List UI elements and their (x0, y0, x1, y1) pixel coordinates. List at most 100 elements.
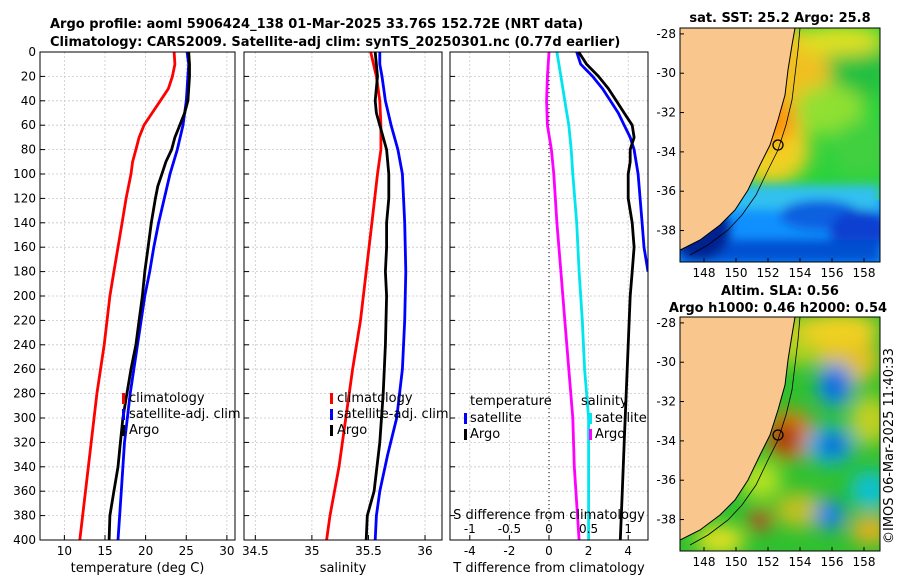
series-argo (107, 52, 191, 540)
depth-tick-label: 20 (21, 69, 36, 83)
depth-tick-label: 360 (13, 484, 36, 498)
x-tick-label: -2 (503, 544, 515, 558)
secondary-axis-label: S difference from climatology (453, 508, 645, 523)
legend-swatch (330, 409, 333, 420)
x-tick-label: -4 (464, 544, 476, 558)
depth-tick-label: 260 (13, 362, 36, 376)
sla-map-title-line1: Altim. SLA: 0.56 (721, 284, 839, 299)
depth-tick-label: 120 (13, 191, 36, 205)
timestamp-stamp: ©IMOS 06-Mar-2025 11:40:33 (882, 348, 897, 544)
depth-tick-label: 320 (13, 435, 36, 449)
map-lat-tick: -30 (656, 66, 676, 80)
map-lat-tick: -28 (656, 27, 676, 41)
legend-label: Argo (470, 427, 500, 442)
sst-map-title: sat. SST: 25.2 Argo: 25.8 (689, 11, 870, 26)
depth-tick-label: 300 (13, 411, 36, 425)
x-tick-label: 35.5 (355, 544, 382, 558)
depth-tick-label: 100 (13, 167, 36, 181)
map-lon-tick: 154 (789, 555, 812, 569)
legend-swatch (122, 425, 125, 436)
legend-salinity-title: salinity (581, 394, 628, 409)
depth-tick-label: 380 (13, 509, 36, 523)
temperature-panel: 10 15 20 25 30020406080100120140160180200220… (13, 45, 241, 576)
map-lon-tick: 158 (853, 266, 876, 280)
difference-panel: -4 -2 0 2 4 T difference from climatology temp… (449, 51, 649, 576)
map-lat-tick: -34 (656, 434, 676, 448)
legend-swatch (330, 393, 333, 404)
x-tick-label: 36 (417, 544, 432, 558)
legend-swatch (122, 393, 125, 404)
secondary-tick-label: 0 (545, 522, 553, 536)
x-tick-label: 35 (304, 544, 319, 558)
series-s-argo (545, 52, 581, 540)
x-tick-label: 2 (585, 544, 593, 558)
map-lon-tick: 152 (757, 266, 780, 280)
series-climatology (325, 52, 383, 540)
depth-tick-label: 160 (13, 240, 36, 254)
x-tick-label: 25 (179, 544, 194, 558)
series-climatology (78, 52, 177, 540)
map-lon-tick: 148 (693, 555, 716, 569)
depth-tick-label: 340 (13, 460, 36, 474)
legend-label: Argo (595, 427, 625, 442)
title-line1: Argo profile: aoml 5906424_138 01-Mar-20… (50, 17, 583, 32)
secondary-tick-label: 0.5 (579, 522, 598, 536)
legend-temperature-title: temperature (470, 394, 552, 409)
legend-label: satellite-adj. clim (129, 407, 241, 422)
sla-argo-marker (772, 429, 784, 441)
series-s-satellite (555, 52, 590, 540)
map-lon-tick: 158 (853, 555, 876, 569)
depth-tick-label: 400 (13, 533, 36, 547)
legend-label: satellite (470, 411, 522, 426)
x-tick-label: 10 (57, 544, 72, 558)
x-axis-label: temperature (deg C) (71, 561, 205, 576)
depth-tick-label: 220 (13, 313, 36, 327)
legend-swatch (464, 413, 467, 424)
sla-map: Altim. SLA: 0.56 Argo h1000: 0.46 h2000:… (656, 284, 887, 569)
x-tick-label: 0 (545, 544, 553, 558)
series-t-satellite (575, 52, 648, 272)
x-tick-label: 30 (219, 544, 234, 558)
legend-label: Argo (337, 423, 367, 438)
x-tick-label: 20 (138, 544, 153, 558)
x-tick-label: 4 (624, 544, 632, 558)
depth-tick-label: 40 (21, 94, 36, 108)
x-tick-label: 34.5 (242, 544, 269, 558)
map-lon-tick: 150 (725, 266, 748, 280)
depth-tick-label: 280 (13, 387, 36, 401)
sst-map: sat. SST: 25.2 Argo: 25.8 (656, 11, 881, 280)
depth-tick-label: 240 (13, 338, 36, 352)
map-lon-tick: 150 (725, 555, 748, 569)
depth-tick-label: 80 (21, 143, 36, 157)
sst-argo-marker (772, 139, 784, 151)
series-satellite-adj-clim (116, 52, 191, 540)
map-lat-tick: -36 (656, 184, 676, 198)
map-lat-tick: -36 (656, 473, 676, 487)
map-lat-tick: -32 (656, 106, 676, 120)
x-axis-label: salinity (320, 561, 367, 576)
legend-swatch (464, 429, 467, 440)
map-lon-tick: 152 (757, 555, 780, 569)
map-lat-tick: -38 (656, 224, 676, 238)
secondary-tick-label: -1 (464, 522, 476, 536)
map-lon-tick: 154 (789, 266, 812, 280)
map-lat-tick: -38 (656, 513, 676, 527)
legend-swatch (589, 429, 592, 440)
series-argo (364, 52, 391, 540)
x-axis-label: T difference from climatology (452, 561, 645, 576)
depth-tick-label: 140 (13, 216, 36, 230)
series-t-argo (577, 52, 636, 540)
series-satellite-adj-clim (373, 52, 408, 540)
map-lat-tick: -32 (656, 395, 676, 409)
legend-label: climatology (337, 391, 413, 406)
salinity-panel: 34.5 35 35.5 36 salinity climatologysatellite… (242, 51, 449, 576)
legend-label: climatology (129, 391, 205, 406)
legend-label: satellite (595, 411, 647, 426)
legend-swatch (589, 413, 592, 424)
legend-swatch (330, 425, 333, 436)
map-lat-tick: -30 (656, 355, 676, 369)
legend-label: Argo (129, 423, 159, 438)
map-lon-tick: 156 (821, 266, 844, 280)
depth-tick-label: 200 (13, 289, 36, 303)
